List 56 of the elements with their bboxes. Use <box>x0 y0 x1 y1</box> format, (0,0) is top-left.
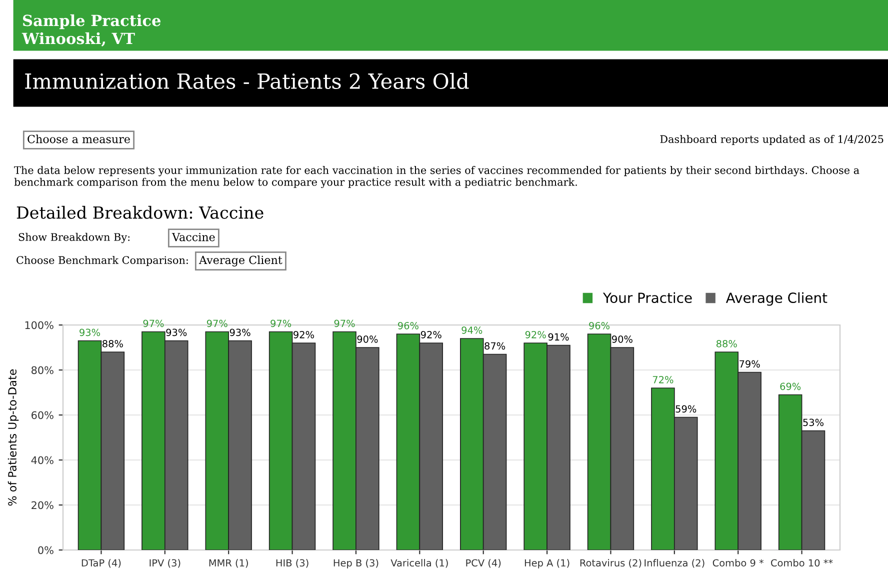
text: Average Client <box>198 256 282 266</box>
data-label: 96% <box>589 322 610 330</box>
data-label: 79% <box>740 360 760 368</box>
text: Show Breakdown By: <box>18 232 130 244</box>
data-label: 91% <box>548 333 569 341</box>
data-label: 97% <box>206 320 228 328</box>
text: Choose a measure <box>28 134 130 144</box>
data-label: 97% <box>270 320 292 328</box>
x-tick-label: IPV (3) <box>150 559 180 568</box>
text: Sample Practice <box>23 14 161 30</box>
y-tick-label: 20% <box>32 501 54 510</box>
y-axis-title: % of Patients Up-to-Date <box>8 369 19 506</box>
x-tick-label: Combo 9 * <box>712 559 764 567</box>
x-tick-label: Rotavirus (2) <box>580 559 642 568</box>
x-tick-label: HIB (3) <box>276 559 308 568</box>
y-tick-label: 100% <box>25 321 54 330</box>
text: Vaccine <box>172 232 215 242</box>
data-label: 92% <box>525 330 546 338</box>
y-tick-label: 40% <box>31 456 54 464</box>
data-label: 97% <box>334 320 355 328</box>
data-label: 93% <box>230 328 250 336</box>
text: Dashboard reports updated as of 1/4/2025 <box>660 134 884 146</box>
y-tick-label: 60% <box>32 411 54 420</box>
data-label: 92% <box>294 330 314 338</box>
chart-title: Immunization Rates - Patients 2 Years Old <box>25 72 469 90</box>
data-label: 88% <box>102 340 123 348</box>
chart-subtitle: Detailed Breakdown: Vaccine <box>16 206 264 219</box>
data-label: 87% <box>484 342 506 350</box>
data-label: 90% <box>612 335 632 343</box>
data-label: 96% <box>398 322 418 330</box>
x-tick-label: Influenza (2) <box>644 559 704 568</box>
legend-label: Average Client <box>726 292 828 306</box>
text: The data below represents your immunization rate for each vaccination in the series of vaccines recommended for patients by their second birthdays. Choose a benchmark comparison from the menu below to compare your practice result with a pediatric benchmark. <box>14 166 860 188</box>
data-label: 92% <box>420 330 442 338</box>
x-tick-label: MMR (1) <box>209 559 248 568</box>
text: Winooski, VT <box>22 32 135 47</box>
x-tick-label: PCV (4) <box>466 559 501 568</box>
x-tick-label: Hep B (3) <box>334 559 378 568</box>
data-label: 94% <box>462 326 482 334</box>
data-label: 97% <box>143 320 164 328</box>
x-tick-label: Combo 10 ** <box>771 559 833 567</box>
data-label: 90% <box>357 335 378 343</box>
data-label: 59% <box>676 405 696 413</box>
x-tick-label: Varicella (1) <box>390 559 448 568</box>
x-tick-label: DTaP (4) <box>82 559 121 568</box>
data-label: 93% <box>166 328 187 336</box>
legend-label: Your Practice <box>602 292 692 304</box>
data-label: 53% <box>803 418 824 426</box>
data-label: 72% <box>652 376 674 384</box>
data-label: 88% <box>716 340 737 348</box>
y-tick-label: 0% <box>38 546 54 554</box>
x-tick-label: Hep A (1) <box>524 559 570 568</box>
text: Choose Benchmark Comparison: <box>16 256 188 266</box>
y-tick-label: 80% <box>32 366 54 374</box>
data-label: 69% <box>780 382 801 390</box>
data-label: 93% <box>80 328 100 336</box>
